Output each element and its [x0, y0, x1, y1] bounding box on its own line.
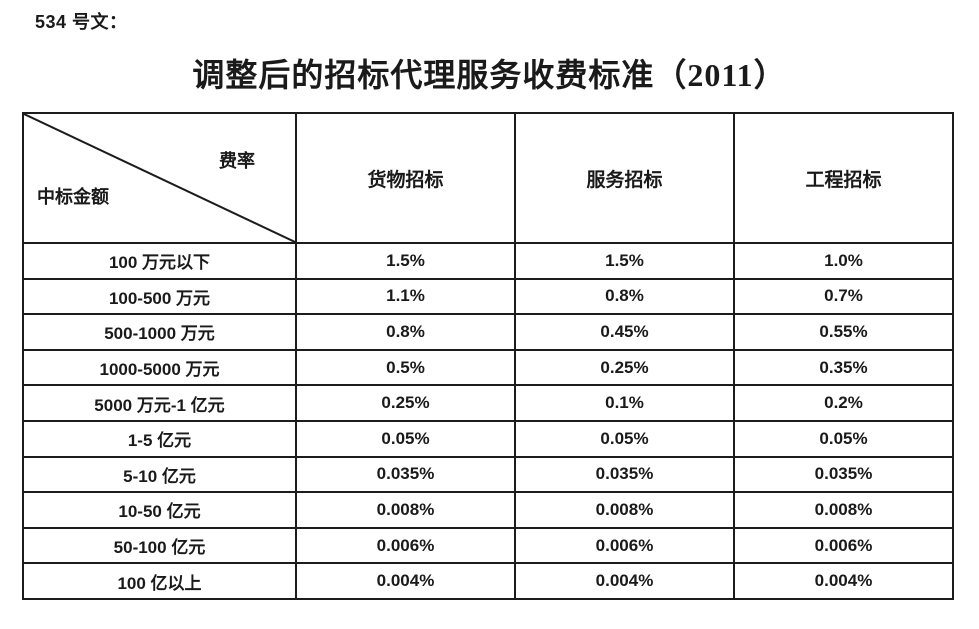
rate-value: 0.004%	[295, 562, 516, 600]
fee-rate-table: 费率 中标金额 货物招标 服务招标 工程招标 100 万元以下 1.5% 1.5…	[22, 112, 954, 600]
row-label: 1000-5000 万元	[22, 348, 297, 387]
rate-value: 0.8%	[295, 313, 516, 351]
rate-value: 1.0%	[733, 242, 954, 280]
rate-value: 0.45%	[514, 313, 735, 351]
rate-value: 1.5%	[295, 242, 516, 280]
table-row: 10-50 亿元 0.008% 0.008% 0.008%	[22, 491, 954, 529]
rate-value: 0.05%	[733, 419, 954, 458]
rate-value: 0.008%	[514, 491, 735, 529]
corner-label-amount: 中标金额	[37, 187, 109, 207]
rate-value: 0.004%	[733, 562, 954, 600]
rate-value: 0.05%	[514, 419, 735, 458]
column-header-goods: 货物招标	[295, 112, 516, 244]
rate-value: 0.7%	[733, 277, 954, 316]
row-label: 100 万元以下	[22, 242, 297, 280]
rate-value: 0.5%	[295, 348, 516, 387]
column-header-services: 服务招标	[514, 112, 735, 244]
rate-value: 0.35%	[733, 348, 954, 387]
table-row: 500-1000 万元 0.8% 0.45% 0.55%	[22, 313, 954, 351]
rate-value: 0.05%	[295, 419, 516, 458]
column-header-engineering: 工程招标	[733, 112, 954, 244]
document-number-label: 534 号文：	[35, 12, 128, 32]
rate-value: 0.006%	[295, 526, 516, 565]
rate-value: 0.008%	[295, 491, 516, 529]
page-title: 调整后的招标代理服务收费标准（2011）	[192, 57, 787, 93]
rate-value: 0.006%	[733, 526, 954, 565]
rate-value: 0.035%	[733, 455, 954, 494]
row-label: 1-5 亿元	[22, 419, 297, 458]
rate-value: 0.25%	[514, 348, 735, 387]
rate-value: 0.8%	[514, 277, 735, 316]
diagonal-divider	[24, 114, 295, 242]
rate-value: 0.2%	[733, 384, 954, 422]
rate-value: 1.1%	[295, 277, 516, 316]
rate-value: 0.008%	[733, 491, 954, 529]
row-label: 500-1000 万元	[22, 313, 297, 351]
corner-label-rate: 费率	[219, 151, 255, 171]
row-label: 100-500 万元	[22, 277, 297, 316]
rate-value: 0.55%	[733, 313, 954, 351]
table-row: 1-5 亿元 0.05% 0.05% 0.05%	[22, 419, 954, 458]
row-label: 5-10 亿元	[22, 455, 297, 494]
table-row: 100 万元以下 1.5% 1.5% 1.0%	[22, 242, 954, 280]
table-body: 100 万元以下 1.5% 1.5% 1.0% 100-500 万元 1.1% …	[22, 242, 954, 600]
row-label: 5000 万元-1 亿元	[22, 384, 297, 422]
row-label: 50-100 亿元	[22, 526, 297, 565]
corner-header-cell: 费率 中标金额	[22, 112, 297, 244]
table-header: 费率 中标金额 货物招标 服务招标 工程招标	[22, 112, 954, 244]
rate-value: 0.035%	[514, 455, 735, 494]
table-row: 5000 万元-1 亿元 0.25% 0.1% 0.2%	[22, 384, 954, 422]
table-row: 100-500 万元 1.1% 0.8% 0.7%	[22, 277, 954, 316]
table-row: 1000-5000 万元 0.5% 0.25% 0.35%	[22, 348, 954, 387]
rate-value: 0.006%	[514, 526, 735, 565]
rate-value: 0.004%	[514, 562, 735, 600]
row-label: 10-50 亿元	[22, 491, 297, 529]
rate-value: 0.25%	[295, 384, 516, 422]
table-row: 50-100 亿元 0.006% 0.006% 0.006%	[22, 526, 954, 565]
table-row: 100 亿以上 0.004% 0.004% 0.004%	[22, 562, 954, 600]
rate-value: 0.1%	[514, 384, 735, 422]
row-label: 100 亿以上	[22, 562, 297, 600]
rate-value: 0.035%	[295, 455, 516, 494]
header-row: 费率 中标金额 货物招标 服务招标 工程招标	[22, 112, 954, 244]
rate-value: 1.5%	[514, 242, 735, 280]
table-row: 5-10 亿元 0.035% 0.035% 0.035%	[22, 455, 954, 494]
